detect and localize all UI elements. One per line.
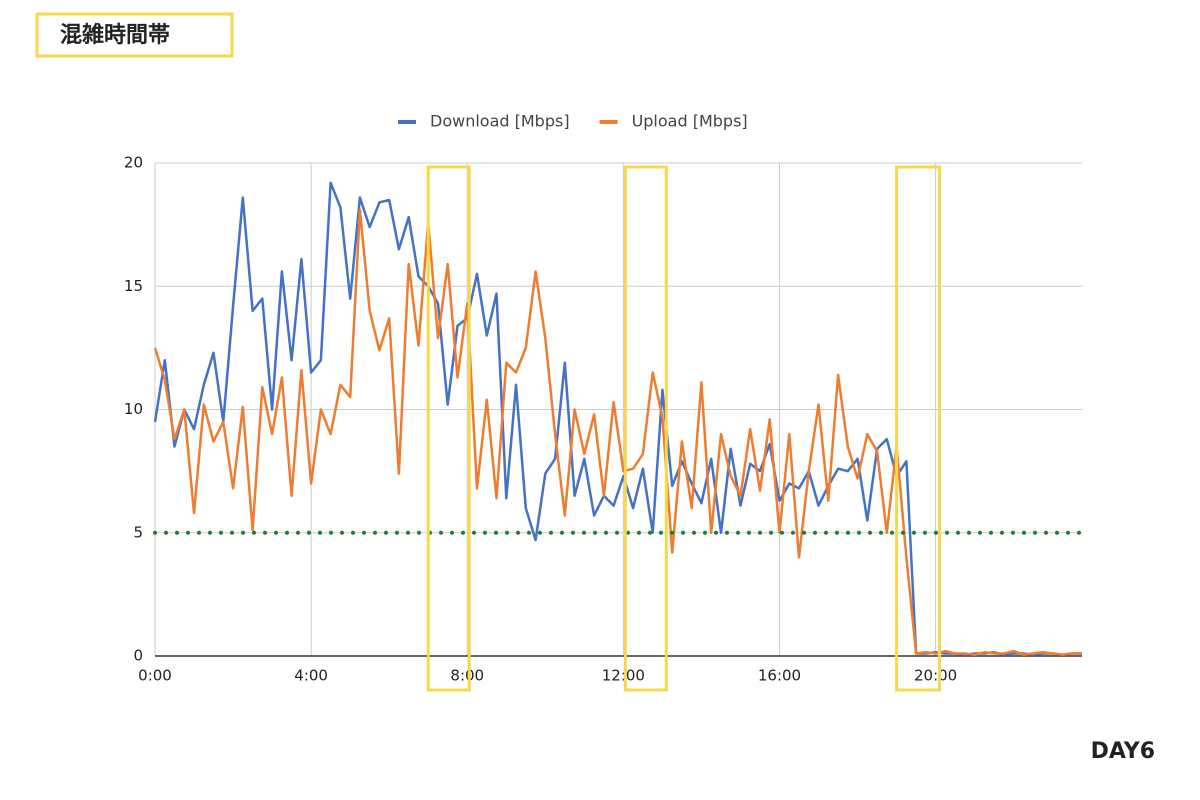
highlight-box (623, 165, 668, 692)
y-tick-label: 10 (124, 400, 143, 418)
y-tick-label: 20 (124, 154, 143, 172)
x-tick-label: 0:00 (138, 667, 172, 685)
y-tick-label: 5 (133, 523, 143, 541)
title-box (35, 12, 234, 58)
x-tick-label: 4:00 (294, 667, 328, 685)
x-tick-label: 20:00 (914, 667, 957, 685)
highlight-box (426, 165, 471, 692)
legend-label: Upload [Mbps] (632, 112, 748, 131)
day-label: DAY6 (1091, 739, 1155, 764)
x-tick-label: 12:00 (602, 667, 645, 685)
legend-label: Download [Mbps] (430, 112, 570, 131)
x-tick-label: 16:00 (758, 667, 801, 685)
y-tick-label: 15 (124, 277, 143, 295)
title: 混雑時間帯 (60, 22, 170, 48)
y-tick-label: 0 (133, 647, 143, 665)
x-tick-label: 8:00 (450, 667, 484, 685)
series-line (153, 181, 1082, 657)
highlight-box (895, 165, 942, 692)
series-line (153, 208, 1082, 657)
